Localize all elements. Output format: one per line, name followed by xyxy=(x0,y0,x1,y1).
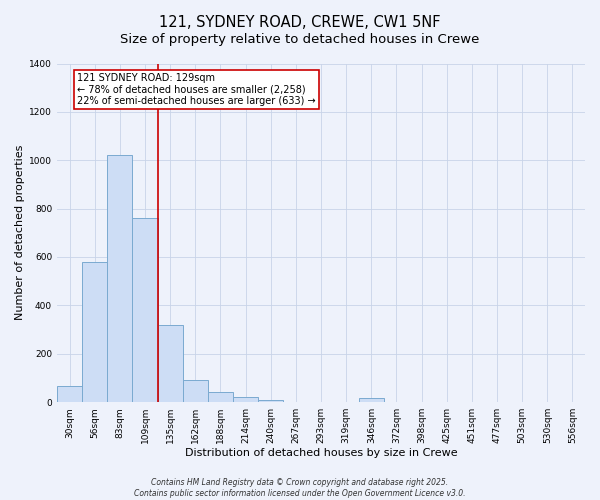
Bar xyxy=(82,262,107,402)
Bar xyxy=(233,398,258,402)
Bar xyxy=(133,218,158,402)
Text: 121 SYDNEY ROAD: 129sqm
← 78% of detached houses are smaller (2,258)
22% of semi: 121 SYDNEY ROAD: 129sqm ← 78% of detache… xyxy=(77,73,316,106)
Bar xyxy=(208,392,233,402)
Bar xyxy=(158,324,183,402)
Bar xyxy=(359,398,384,402)
Text: 121, SYDNEY ROAD, CREWE, CW1 5NF: 121, SYDNEY ROAD, CREWE, CW1 5NF xyxy=(159,15,441,30)
Text: Contains HM Land Registry data © Crown copyright and database right 2025.
Contai: Contains HM Land Registry data © Crown c… xyxy=(134,478,466,498)
X-axis label: Distribution of detached houses by size in Crewe: Distribution of detached houses by size … xyxy=(185,448,457,458)
Text: Size of property relative to detached houses in Crewe: Size of property relative to detached ho… xyxy=(121,32,479,46)
Bar xyxy=(107,156,133,402)
Bar xyxy=(258,400,283,402)
Bar xyxy=(183,380,208,402)
Y-axis label: Number of detached properties: Number of detached properties xyxy=(15,145,25,320)
Bar xyxy=(57,386,82,402)
